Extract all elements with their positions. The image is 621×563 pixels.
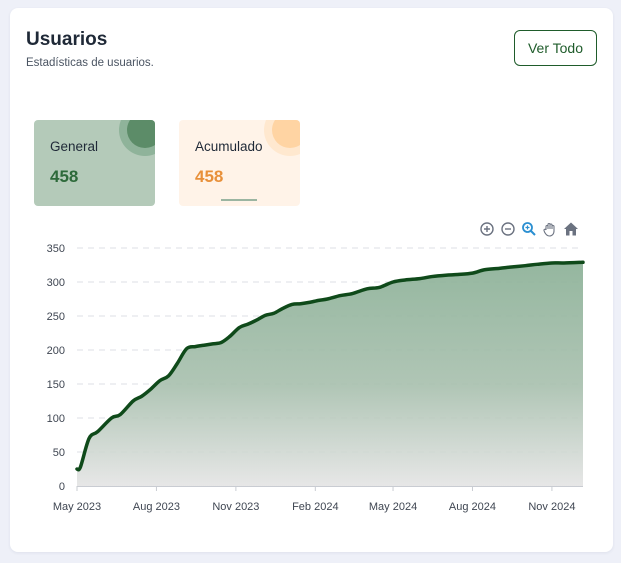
zoom-in-icon[interactable]	[478, 220, 496, 238]
stat-value: 458	[50, 167, 79, 186]
series-line	[75, 260, 585, 472]
stat-label: Acumulado	[195, 139, 263, 154]
x-tick-label: Nov 2024	[528, 501, 575, 513]
stat-card-general[interactable]: General 458	[34, 120, 155, 206]
x-tick-label: Feb 2024	[292, 501, 338, 513]
y-tick-label: 0	[59, 481, 65, 493]
stat-value: 458	[195, 167, 224, 186]
zoom-out-icon[interactable]	[499, 220, 517, 238]
y-tick-label: 300	[47, 277, 65, 289]
chart-toolbar	[478, 220, 580, 240]
card-title: Usuarios	[26, 29, 108, 50]
y-tick-label: 350	[47, 243, 65, 255]
y-tick-label: 100	[47, 413, 65, 425]
x-tick-label: May 2024	[369, 501, 417, 513]
x-tick-label: Aug 2024	[449, 501, 496, 513]
x-tick-label: May 2023	[53, 501, 101, 513]
y-tick-label: 250	[47, 311, 65, 323]
zoom-selection-icon[interactable]	[520, 220, 538, 238]
stat-card-acumulado[interactable]: Acumulado 458	[179, 120, 300, 206]
y-tick-label: 200	[47, 345, 65, 357]
active-tab-indicator	[221, 199, 257, 201]
x-tick-label: Nov 2023	[212, 501, 259, 513]
card-subtitle: Estadísticas de usuarios.	[26, 57, 154, 69]
series-area	[77, 262, 583, 486]
y-tick-label: 50	[53, 447, 65, 459]
home-reset-icon[interactable]	[562, 220, 580, 238]
x-tick-label: Aug 2023	[133, 501, 180, 513]
y-tick-label: 150	[47, 379, 65, 391]
view-all-button[interactable]: Ver Todo	[514, 30, 597, 66]
stat-label: General	[50, 139, 99, 154]
pan-hand-icon[interactable]	[541, 220, 559, 238]
